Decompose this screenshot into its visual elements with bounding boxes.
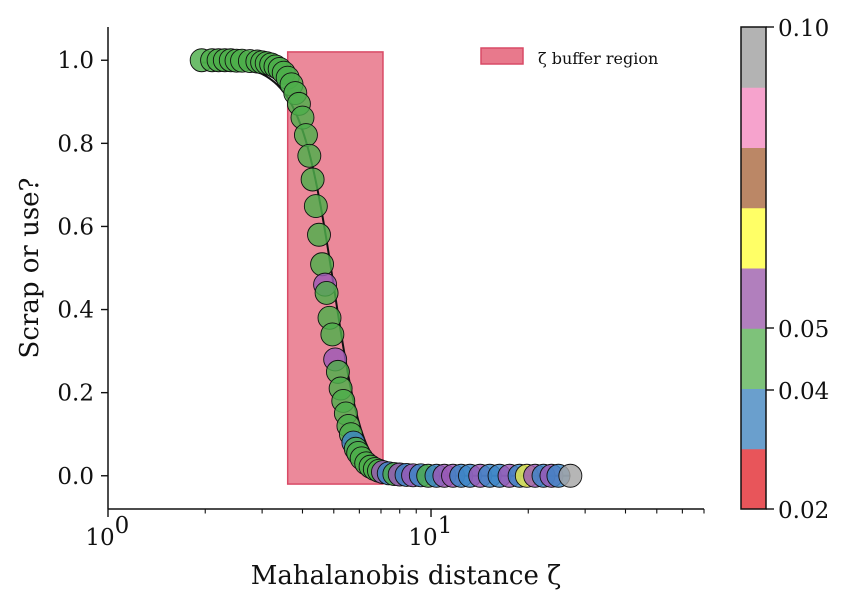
data-point xyxy=(320,322,345,347)
data-point xyxy=(300,167,325,192)
x-tick-label: 10 xyxy=(85,525,114,551)
sigmoid-curve xyxy=(201,61,571,477)
colorbar-tick-label: 0.02 xyxy=(778,498,829,524)
data-point xyxy=(307,222,331,247)
y-tick-label: 0.0 xyxy=(57,464,94,490)
y-tick-label: 0.2 xyxy=(57,381,94,407)
points-layer xyxy=(189,48,583,488)
legend-swatch xyxy=(480,47,524,65)
colorbar-segment xyxy=(741,147,766,209)
data-point xyxy=(558,463,583,488)
x-axis-label: Mahalanobis distance ζ xyxy=(251,561,561,591)
colorbar: 0.02 0.04 0.05 0.10 xyxy=(740,16,829,524)
colorbar-segment xyxy=(741,388,766,450)
y-tick-label: 1.0 xyxy=(57,48,94,74)
y-tick-label: 0.6 xyxy=(57,214,94,240)
y-axis-label: Scrap or use? xyxy=(15,178,45,359)
legend-label: ζ buffer region xyxy=(538,49,658,68)
y-tick-label: 0.4 xyxy=(57,298,94,324)
data-point xyxy=(293,123,318,147)
colorbar-segment xyxy=(741,328,766,389)
data-point xyxy=(310,252,335,277)
colorbar-segment xyxy=(741,448,766,510)
colorbar-tick-label: 0.05 xyxy=(778,317,829,343)
x-tick-exponent: 1 xyxy=(438,513,453,539)
x-tick-exponent: 0 xyxy=(115,513,130,539)
colorbar-tick-label: 0.04 xyxy=(778,379,829,405)
colorbar-segment xyxy=(741,207,766,269)
colorbar-segment xyxy=(741,27,766,88)
y-tick-label: 0.8 xyxy=(57,131,94,157)
colorbar-segment xyxy=(741,268,766,329)
data-point xyxy=(303,194,328,219)
colorbar-tick-label: 0.10 xyxy=(778,16,829,42)
data-point xyxy=(297,143,322,168)
legend: ζ buffer region xyxy=(480,47,658,68)
x-tick-label: 10 xyxy=(408,525,437,551)
colorbar-segment xyxy=(741,87,766,148)
colorbar-frame xyxy=(740,26,767,510)
data-point xyxy=(314,280,339,305)
